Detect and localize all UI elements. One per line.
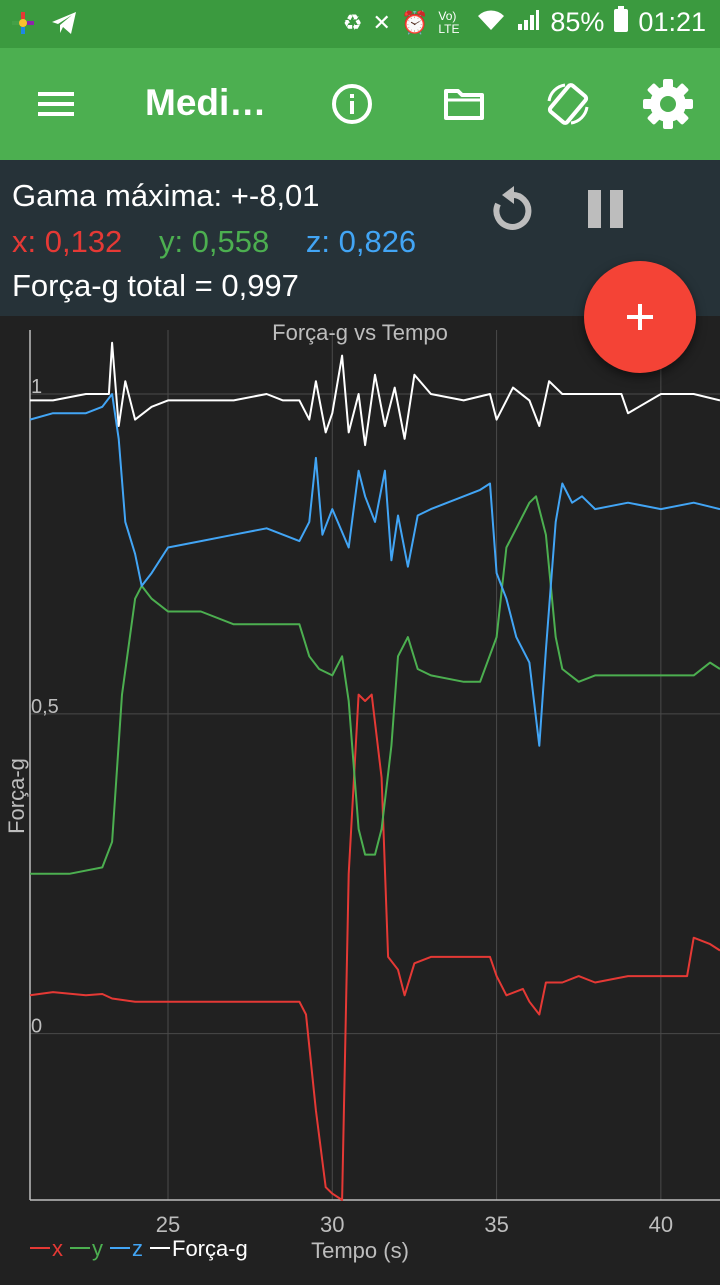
x-tick-labels: 25 30 35 40	[156, 1212, 673, 1237]
status-bar: ♻ ✕ ⏰ Vo) LTE 85% 01:21	[0, 0, 720, 48]
restart-icon	[493, 186, 532, 230]
z-value: z: 0,826	[305, 224, 417, 259]
vibrate-mute-icon: ✕	[372, 9, 391, 35]
axis-readout: x: 0,132 y: 0,558 z: 0,826	[12, 224, 444, 260]
y-tick-labels: 00,51	[31, 376, 59, 1038]
menu-icon	[38, 92, 74, 116]
legend-label: z	[132, 1236, 143, 1261]
x-tick-label: 30	[320, 1212, 344, 1237]
app-notification-icon	[10, 10, 36, 41]
x-axis-label: Tempo (s)	[311, 1238, 409, 1263]
status-system: ♻ ✕ ⏰ Vo) LTE 85% 01:21	[343, 6, 706, 39]
chart-legend: x y z Força-g	[30, 1236, 248, 1261]
series-line-z	[29, 393, 720, 747]
status-notifications	[10, 10, 78, 41]
signal-icon	[516, 8, 540, 38]
app-title: Medi…	[145, 82, 267, 123]
series-line-y	[30, 495, 720, 875]
menu-button[interactable]	[28, 76, 84, 132]
series-line-x	[29, 693, 720, 1201]
network-label: Vo) LTE	[438, 8, 460, 36]
add-button[interactable]	[584, 261, 696, 373]
folder-icon	[444, 89, 484, 120]
chart-grid	[30, 330, 720, 1200]
legend-label: Força-g	[172, 1236, 248, 1261]
legend-label: x	[52, 1236, 63, 1261]
app-bar: Medi…	[0, 48, 720, 160]
x-tick-label: 35	[484, 1212, 508, 1237]
info-icon	[332, 84, 372, 124]
wifi-icon	[476, 8, 506, 38]
settings-button[interactable]	[640, 76, 696, 132]
total-gforce-label: Força-g total = 0,997	[12, 268, 299, 303]
chart-area: 0 0,5 1 25 30 35 40 Força-g vs Tempo Tempo (s…	[0, 316, 720, 1280]
clock: 01:21	[638, 7, 706, 37]
alarm-icon: ⏰	[400, 9, 429, 35]
x-tick-label: 25	[156, 1212, 180, 1237]
y-tick-label: 0,5	[31, 696, 59, 718]
info-button[interactable]	[324, 76, 380, 132]
battery-percent: 85%	[550, 7, 605, 37]
open-folder-button[interactable]	[436, 76, 492, 132]
max-range-label: Gama máxima: +-8,01	[12, 178, 320, 213]
reset-button[interactable]	[484, 184, 538, 238]
screen-rotation-icon	[547, 83, 589, 125]
y-axis-label: Força-g	[4, 758, 29, 834]
plus-icon	[627, 304, 653, 330]
y-tick-label: 1	[31, 376, 42, 398]
settings-icon	[643, 79, 693, 129]
pause-icon	[588, 190, 623, 228]
pause-button[interactable]	[582, 186, 632, 236]
chart-series	[29, 341, 720, 1201]
y-tick-label: 0	[31, 1016, 42, 1038]
chart-title: Força-g vs Tempo	[272, 320, 448, 345]
x-value: x: 0,132	[12, 224, 123, 259]
battery-saver-icon: ♻	[342, 9, 363, 35]
series-line-total	[30, 341, 720, 447]
telegram-icon	[50, 10, 78, 41]
x-tick-label: 40	[649, 1212, 673, 1237]
battery-icon	[614, 6, 629, 39]
gforce-chart[interactable]: 00,51 25 30 35 40 Força-g vs Tempo Tempo (s…	[0, 316, 720, 1280]
y-value: y: 0,558	[158, 224, 270, 259]
legend-label: y	[92, 1236, 103, 1261]
rotate-screen-button[interactable]	[540, 76, 596, 132]
